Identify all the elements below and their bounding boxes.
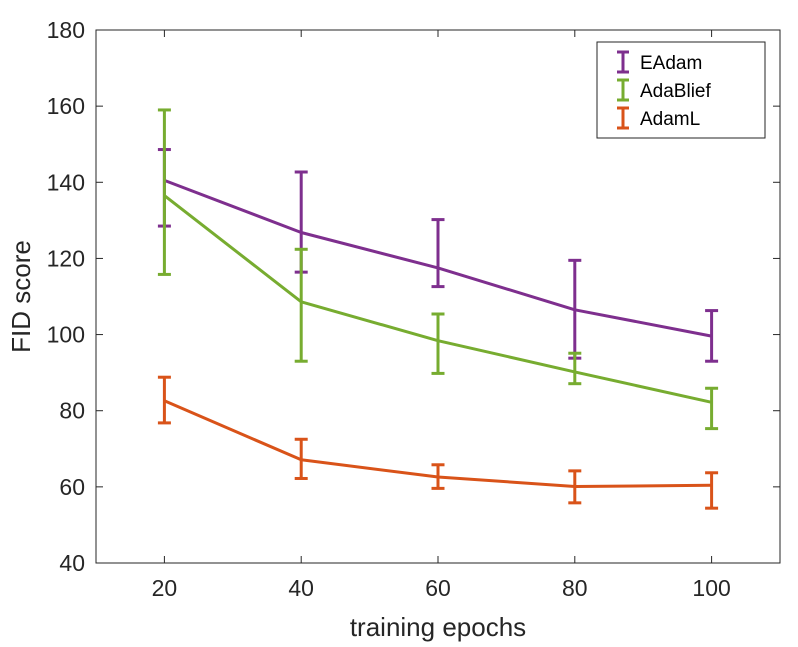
series-layer (157, 108, 719, 510)
x-tick-label: 60 (425, 575, 451, 601)
legend-item-adaml: AdamL (617, 106, 700, 130)
legend: EAdam AdaBlief AdamL (596, 41, 766, 139)
x-tick-label: 20 (152, 575, 178, 601)
adaml-error-bar (294, 437, 308, 480)
legend-box (596, 41, 766, 139)
adablief-error-bar (705, 386, 719, 431)
eadam-legend-swatch (617, 50, 629, 74)
y-tick-label: 40 (59, 550, 85, 576)
adablief-legend-swatch (617, 78, 629, 102)
x-tick-label: 40 (288, 575, 314, 601)
adablief-error-bar (294, 247, 308, 363)
adaml-error-bar (568, 469, 582, 505)
legend-label-adablief: AdaBlief (640, 81, 711, 102)
ticks-layer: 20 40 60 80 100 40 60 80 100 120 140 160 180 (47, 17, 780, 601)
adaml-legend-swatch (617, 106, 629, 130)
y-tick-label: 60 (59, 474, 85, 500)
y-tick-label: 120 (47, 245, 85, 271)
series-adablief (157, 108, 719, 431)
y-tick-label: 140 (47, 169, 85, 195)
adaml-error-bar (431, 463, 445, 490)
legend-label-adaml: AdamL (640, 109, 700, 130)
eadam-error-bar (705, 309, 719, 363)
y-axis-label: FID score (6, 240, 36, 353)
adaml-error-bar (157, 375, 171, 425)
x-tick-label: 80 (562, 575, 588, 601)
legend-label-eadam: EAdam (640, 53, 702, 74)
adaml-error-bar (705, 471, 719, 510)
adablief-error-bar (157, 108, 171, 276)
y-tick-label: 100 (47, 322, 85, 348)
adablief-error-bar (568, 351, 582, 386)
series-adaml (157, 375, 719, 510)
legend-item-adablief: AdaBlief (617, 78, 711, 102)
y-tick-label: 80 (59, 398, 85, 424)
adablief-error-bar (431, 312, 445, 375)
x-tick-label: 100 (692, 575, 730, 601)
legend-item-eadam: EAdam (617, 50, 702, 74)
x-axis-label: training epochs (350, 612, 526, 642)
legend-items: EAdam AdaBlief AdamL (617, 50, 711, 130)
eadam-error-bar (431, 218, 445, 289)
y-tick-label: 180 (47, 17, 85, 43)
y-tick-label: 160 (47, 93, 85, 119)
